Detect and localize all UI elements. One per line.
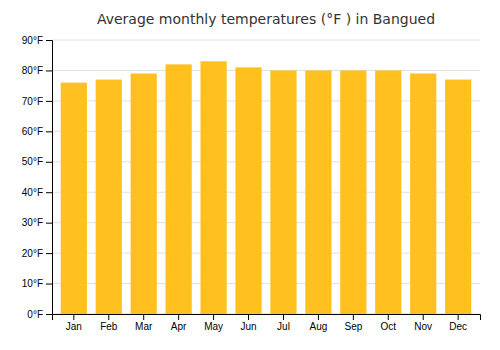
y-tick: 50°F [22,156,52,167]
bar [270,70,296,314]
bar [131,73,157,314]
grid-line [52,70,480,71]
y-tick-mark [46,192,52,193]
x-tick: Sep [344,314,362,332]
x-tick-label: May [204,321,223,332]
x-tick: Dec [449,314,467,332]
y-axis: 0°F 10°F 20°F 30°F 40°F 50°F 60°F 70°F 80°F 90°F [22,35,53,320]
y-tick: 80°F [22,65,52,76]
bar [96,80,122,314]
bar [410,73,436,314]
y-tick: 20°F [22,248,52,259]
y-tick-mark [46,223,52,224]
y-tick-label: 70°F [22,96,43,107]
x-tick-mark [353,314,354,320]
y-tick-label: 50°F [22,156,43,167]
x-tick-mark [318,314,319,320]
x-axis: Jan Feb Mar Apr May Jun Jul Aug Sep Oct Nov Dec [53,314,481,332]
x-tick-label: Apr [171,321,187,332]
y-tick: 40°F [22,187,52,198]
x-tick: Apr [171,314,187,332]
y-tick: 90°F [22,35,52,46]
y-tick-mark [46,40,52,41]
y-tick-label: 40°F [22,187,43,198]
x-tick-mark [423,314,424,320]
grid [52,40,480,314]
y-tick: 60°F [22,126,52,137]
x-tick: Aug [310,314,328,332]
x-tick-mark [283,314,284,320]
y-tick-label: 90°F [22,35,43,46]
bar [235,67,261,314]
x-tick-label: Dec [449,321,467,332]
y-tick-mark [46,162,52,163]
chart-container: 0°F 10°F 20°F 30°F 40°F 50°F 60°F 70°F 80°F 90°F J… [0,0,500,350]
x-axis-line [53,315,481,321]
y-tick: 0°F [27,309,52,320]
x-tick-mark [458,314,459,320]
x-tick-mark [108,314,109,320]
chart: 0°F 10°F 20°F 30°F 40°F 50°F 60°F 70°F 80°F 90°F J… [0,0,500,350]
y-tick-label: 80°F [22,65,43,76]
grid-line [52,40,480,41]
title: Average monthly temperatures (°F ) in Ba… [97,11,435,27]
y-tick-mark [46,101,52,102]
x-tick: Feb [100,314,118,332]
x-tick: Mar [135,314,153,332]
x-tick-mark [178,314,179,320]
y-tick-label: 30°F [22,217,43,228]
x-tick-label: Jun [240,321,256,332]
x-tick-label: Mar [135,321,153,332]
x-tick: Oct [381,314,397,332]
x-tick-mark [143,314,144,320]
bars [61,61,472,314]
x-tick-label: Aug [310,321,328,332]
y-tick: 70°F [22,96,52,107]
x-tick: Jul [277,314,290,332]
x-tick-label: Nov [414,321,432,332]
x-tick-label: Jul [277,321,290,332]
x-tick: Nov [414,314,432,332]
y-tick: 30°F [22,217,52,228]
bar [445,80,471,314]
y-tick-label: 60°F [22,126,43,137]
x-tick-label: Jan [66,321,82,332]
x-tick-mark [73,314,74,320]
bar [61,83,87,314]
bar [305,70,331,314]
x-tick-mark [248,314,249,320]
x-tick-mark [213,314,214,320]
y-tick-mark [46,253,52,254]
y-tick-label: 0°F [27,309,43,320]
y-tick: 10°F [22,278,52,289]
x-tick-label: Sep [344,321,362,332]
y-axis-line [46,41,53,315]
y-tick-mark [46,284,52,285]
y-tick-mark [46,70,52,71]
y-tick-label: 10°F [22,278,43,289]
x-tick: May [204,314,223,332]
x-tick-label: Feb [100,321,118,332]
bar [166,64,192,314]
y-tick-mark [46,314,52,315]
bar [375,70,401,314]
x-tick: Jun [240,314,256,332]
x-tick-label: Oct [381,321,397,332]
bar [200,61,226,314]
plot: 0°F 10°F 20°F 30°F 40°F 50°F 60°F 70°F 80°F 90°F J… [22,35,481,332]
bar [340,70,366,314]
y-tick-mark [46,131,52,132]
x-tick-mark [388,314,389,320]
x-tick: Jan [66,314,82,332]
y-tick-label: 20°F [22,248,43,259]
